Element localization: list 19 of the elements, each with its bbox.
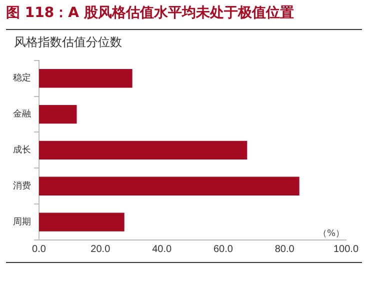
x-tick-label: 80.0	[274, 244, 295, 255]
bar	[39, 212, 124, 232]
chart-title: 图 118：A 股风格估值水平均未处于极值位置	[6, 4, 294, 22]
x-tick-label: 40.0	[152, 244, 172, 255]
x-tick-label: 100.0	[333, 244, 359, 255]
bar	[39, 104, 77, 124]
bar	[39, 140, 248, 160]
x-tick-label: 60.0	[213, 244, 234, 255]
y-tick-label: 周期	[13, 216, 31, 228]
chart-subtitle: 风格指数估值分位数	[14, 34, 122, 51]
bar	[39, 69, 132, 88]
x-tick-label: 0.0	[32, 244, 46, 255]
y-tick-label: 消费	[13, 180, 31, 192]
y-tick-label: 金融	[13, 108, 31, 120]
y-tick-label: 稳定	[13, 72, 31, 84]
y-tick-label: 成长	[13, 144, 31, 156]
x-tick-label: 20.0	[90, 244, 111, 255]
x-axis-title: （%）	[318, 228, 345, 240]
bar	[39, 176, 300, 196]
